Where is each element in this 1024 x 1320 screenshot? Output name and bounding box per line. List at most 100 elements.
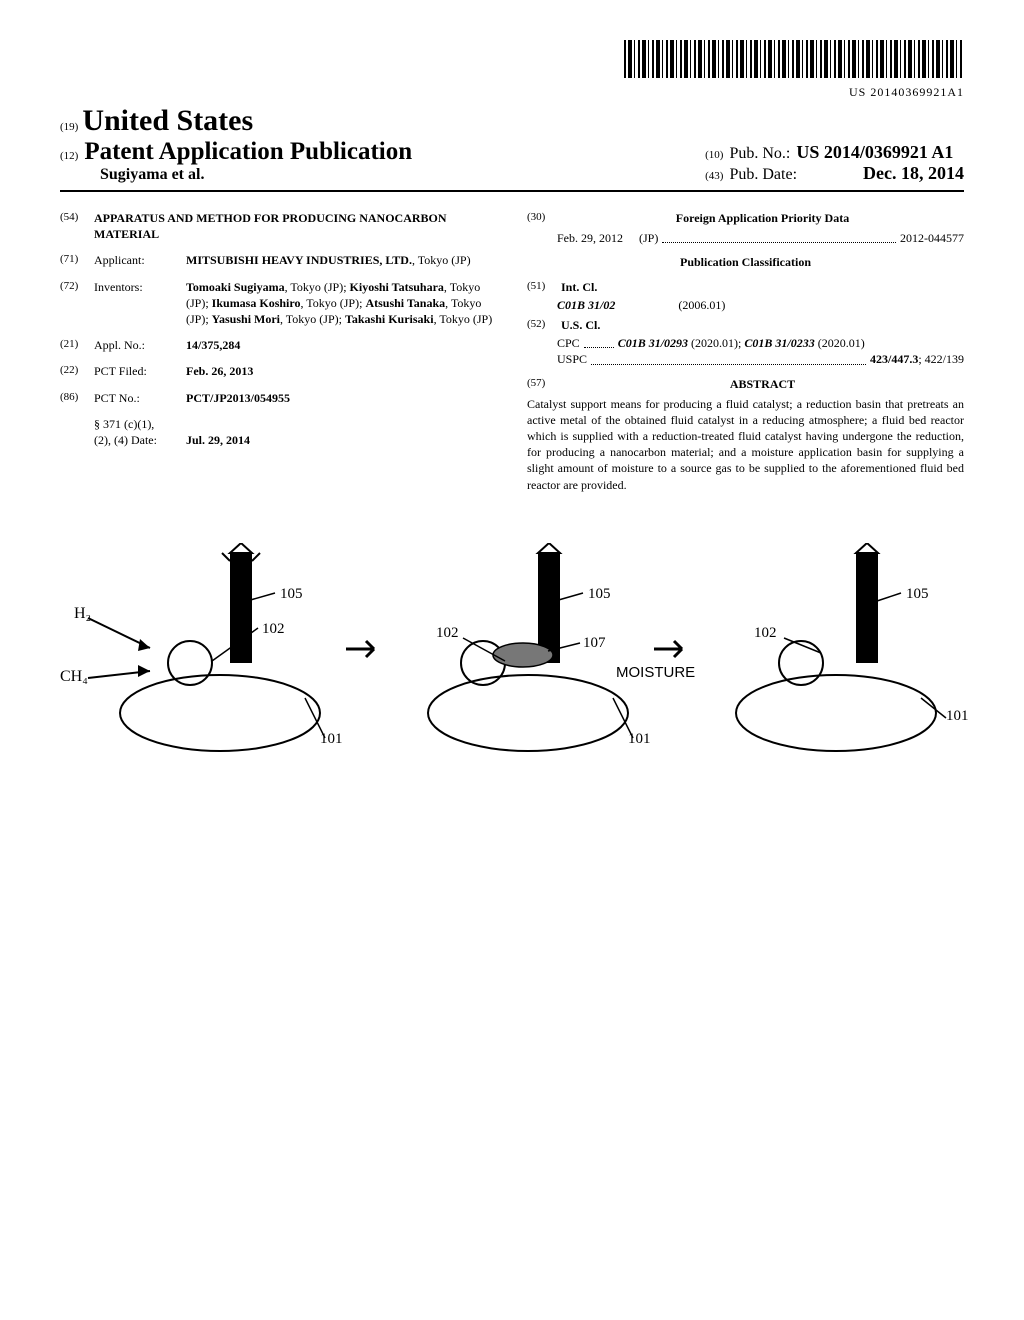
field-86: (86) PCT No.: PCT/JP2013/054955 xyxy=(60,390,497,406)
arrow-icon xyxy=(344,636,384,670)
ref-102-1: 102 xyxy=(262,621,285,638)
abstract-heading: ABSTRACT xyxy=(561,376,964,392)
field-57: (57) ABSTRACT xyxy=(527,376,964,392)
header-right: (10) Pub. No.: US 2014/0369921 A1 (43) P… xyxy=(705,142,964,184)
prefix-43: (43) xyxy=(705,170,723,182)
pct-filed-date: Feb. 26, 2013 xyxy=(186,363,497,379)
field-71: (71) Applicant: MITSUBISHI HEAVY INDUSTR… xyxy=(60,252,497,268)
cpc-label: CPC xyxy=(557,335,580,351)
field-52: (52) U.S. Cl. xyxy=(527,317,964,333)
foreign-priority-heading: Foreign Application Priority Data xyxy=(561,210,964,226)
field-371-label1: § 371 (c)(1), xyxy=(94,416,186,432)
subfigure-2: 105 102 107 101 xyxy=(388,543,648,763)
ref-102-2: 102 xyxy=(436,625,459,642)
intcl-line: C01B 31/02 (2006.01) xyxy=(557,297,964,313)
pubno-label: Pub. No.: xyxy=(729,145,790,163)
priority-line: Feb. 29, 2012 (JP) 2012-044577 xyxy=(557,230,964,246)
field-30-num: (30) xyxy=(527,210,561,226)
pub-classification-heading: Publication Classification xyxy=(527,254,964,270)
ref-105-2: 105 xyxy=(588,586,611,603)
ref-107: 107 xyxy=(583,635,606,652)
ref-101-1: 101 xyxy=(320,731,343,748)
header-row: (19) United States (12) Patent Applicati… xyxy=(60,104,964,192)
dotline-icon xyxy=(662,230,896,243)
barcode-section: US 20140369921A1 xyxy=(60,40,964,100)
intcl-year: (2006.01) xyxy=(678,298,725,312)
appl-number: 14/375,284 xyxy=(186,337,497,353)
priority-number: 2012-044577 xyxy=(900,230,964,246)
barcode-graphic xyxy=(624,40,964,78)
biblio-columns: (54) APPARATUS AND METHOD FOR PRODUCING … xyxy=(60,210,964,493)
field-30: (30) Foreign Application Priority Data xyxy=(527,210,964,226)
uspc-label: USPC xyxy=(557,351,587,367)
author-line: Sugiyama et al. xyxy=(100,166,204,183)
left-column: (54) APPARATUS AND METHOD FOR PRODUCING … xyxy=(60,210,497,493)
field-21-label: Appl. No.: xyxy=(94,337,186,353)
pct-number: PCT/JP2013/054955 xyxy=(186,390,497,406)
field-22: (22) PCT Filed: Feb. 26, 2013 xyxy=(60,363,497,379)
subfigure-3-svg xyxy=(696,543,956,763)
uspc-line: USPC 423/447.3; 422/139 xyxy=(557,351,964,367)
figure-area: H₂ CH₄ 105 102 101 105 102 107 101 MOIST… xyxy=(60,543,964,763)
field-71-num: (71) xyxy=(60,252,94,268)
ref-101-2: 101 xyxy=(628,731,651,748)
field-57-num: (57) xyxy=(527,376,561,392)
publication-number: US 2014/0369921 A1 xyxy=(796,142,953,163)
field-21-num: (21) xyxy=(60,337,94,353)
field-51: (51) Int. Cl. xyxy=(527,279,964,295)
barcode-number: US 20140369921A1 xyxy=(60,85,964,100)
subfigure-1-svg xyxy=(80,543,340,763)
field-22-label: PCT Filed: xyxy=(94,363,186,379)
publication-date: Dec. 18, 2014 xyxy=(863,163,964,184)
subfigure-2-svg xyxy=(388,543,648,763)
applicant-loc: , Tokyo (JP) xyxy=(412,253,471,267)
ref-101-3: 101 xyxy=(946,708,969,725)
prefix-19: (19) xyxy=(60,121,78,133)
field-54: (54) APPARATUS AND METHOD FOR PRODUCING … xyxy=(60,210,497,242)
uscl-label: U.S. Cl. xyxy=(561,317,964,333)
field-371: § 371 (c)(1), xyxy=(60,416,497,432)
country-name: United States xyxy=(82,104,253,137)
priority-country: (JP) xyxy=(639,230,658,246)
field-72-num: (72) xyxy=(60,279,94,328)
moisture-label: MOISTURE xyxy=(616,664,695,681)
ref-105-3: 105 xyxy=(906,586,929,603)
publication-type: Patent Application Publication xyxy=(84,138,412,166)
inventors-list: Tomoaki Sugiyama, Tokyo (JP); Kiyoshi Ta… xyxy=(186,279,497,328)
ref-102-3: 102 xyxy=(754,625,777,642)
field-371-date: (2), (4) Date: Jul. 29, 2014 xyxy=(60,432,497,448)
ch4-label: CH₄ xyxy=(60,668,88,686)
invention-title: APPARATUS AND METHOD FOR PRODUCING NANOC… xyxy=(94,210,497,242)
field-72: (72) Inventors: Tomoaki Sugiyama, Tokyo … xyxy=(60,279,497,328)
field-72-label: Inventors: xyxy=(94,279,186,328)
subfigure-3: 105 102 101 xyxy=(696,543,956,763)
field-71-label: Applicant: xyxy=(94,252,186,268)
intcl-label: Int. Cl. xyxy=(561,279,964,295)
right-column: (30) Foreign Application Priority Data F… xyxy=(527,210,964,493)
dotline-icon xyxy=(584,335,614,348)
applicant: MITSUBISHI HEAVY INDUSTRIES, LTD., Tokyo… xyxy=(186,252,497,268)
intcl-code: C01B 31/02 xyxy=(557,298,615,312)
field-21: (21) Appl. No.: 14/375,284 xyxy=(60,337,497,353)
field-371-value: Jul. 29, 2014 xyxy=(186,432,497,448)
priority-date: Feb. 29, 2012 xyxy=(557,230,623,246)
applicant-name: MITSUBISHI HEAVY INDUSTRIES, LTD. xyxy=(186,253,412,267)
field-86-num: (86) xyxy=(60,390,94,406)
subfigure-1: H₂ CH₄ 105 102 101 xyxy=(80,543,340,763)
field-54-num: (54) xyxy=(60,210,94,242)
ref-105-1: 105 xyxy=(280,586,303,603)
arrow-icon: MOISTURE xyxy=(652,636,692,670)
field-371-label2: (2), (4) Date: xyxy=(94,432,186,448)
cpc-line: CPC C01B 31/0293 (2020.01); C01B 31/0233… xyxy=(557,335,964,351)
pubdate-label: Pub. Date: xyxy=(729,166,797,184)
abstract-text: Catalyst support means for producing a f… xyxy=(527,396,964,493)
header-left: (19) United States (12) Patent Applicati… xyxy=(60,104,412,184)
dotline-icon xyxy=(591,351,866,364)
field-51-num: (51) xyxy=(527,279,561,295)
prefix-10: (10) xyxy=(705,149,723,161)
field-86-label: PCT No.: xyxy=(94,390,186,406)
prefix-12: (12) xyxy=(60,150,78,162)
field-52-num: (52) xyxy=(527,317,561,333)
field-22-num: (22) xyxy=(60,363,94,379)
h2-label: H₂ xyxy=(74,605,91,623)
